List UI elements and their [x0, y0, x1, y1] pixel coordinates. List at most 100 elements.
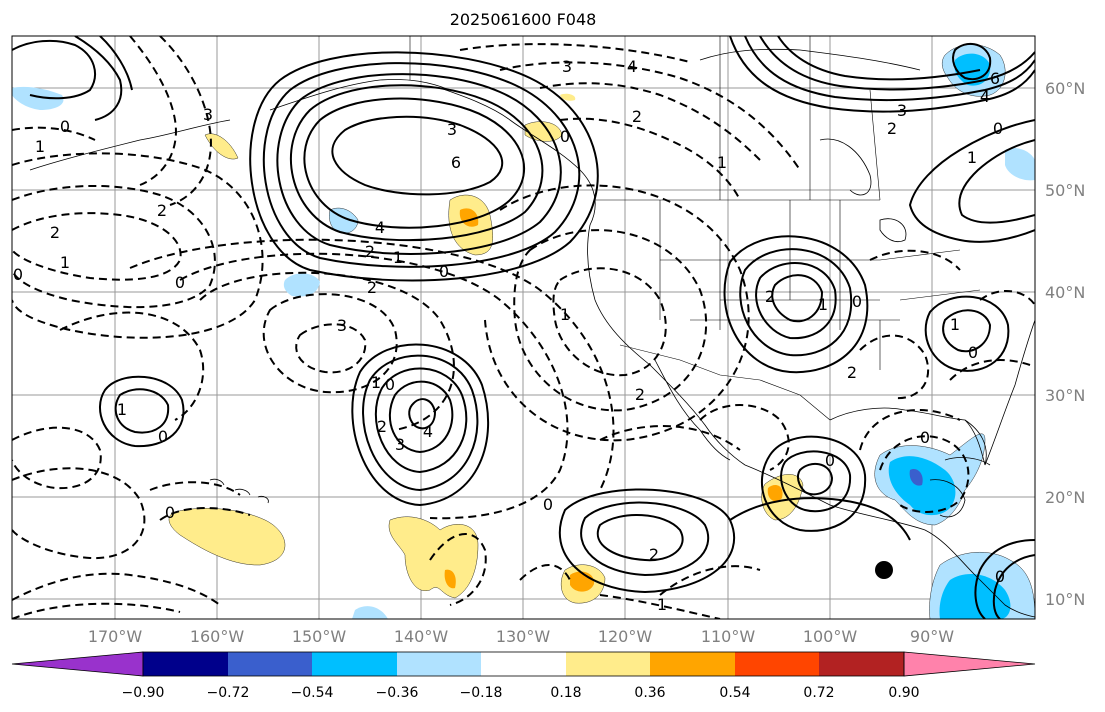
shade-south-neg	[352, 606, 388, 619]
dash-big-3	[59, 311, 205, 421]
lat-label: 40°N	[1045, 283, 1085, 302]
contour-label: 2	[377, 417, 387, 436]
lat-label: 10°N	[1045, 590, 1085, 609]
colorbar-label: 0.36	[634, 685, 665, 701]
contour-low-2	[374, 367, 468, 474]
contour-label: 4	[980, 87, 990, 106]
contour-label: 4	[423, 422, 433, 441]
dash-south-2	[12, 602, 181, 619]
contour-main-high-4	[303, 97, 526, 229]
contour-label: 0	[158, 427, 168, 446]
dash-e-3	[979, 289, 1035, 306]
contour-ne-arc-2	[744, 36, 1035, 102]
colorbar-bin	[481, 652, 566, 676]
contour-main-high-1	[262, 62, 581, 268]
political-borders	[409, 36, 981, 421]
contour-label: 0	[993, 119, 1003, 138]
dash-pac-4	[149, 481, 241, 496]
contour-label: 0	[175, 273, 185, 292]
lon-label: 90°W	[910, 627, 954, 646]
contour-label: 0	[439, 262, 449, 281]
contour-low-3	[388, 380, 454, 454]
hudson-bay	[819, 138, 872, 196]
colorbar-label: 0.54	[719, 685, 750, 701]
contour-label: 4	[627, 57, 637, 76]
cuba	[944, 457, 991, 466]
lon-label: 120°W	[598, 627, 653, 646]
dash-sw-4	[659, 565, 761, 596]
mexico-coast	[744, 464, 976, 576]
colorbar-bin	[566, 652, 650, 676]
lon-label: 170°W	[88, 627, 143, 646]
dash-us-w-1	[552, 267, 667, 377]
contour-label: 3	[447, 120, 457, 139]
colorbar-label: 0.72	[803, 685, 834, 701]
contour-label: 1	[117, 400, 127, 419]
contour-label: 4	[375, 218, 385, 237]
colorbar-bin	[650, 652, 735, 676]
contour-label: 3	[897, 101, 907, 120]
dash-n-1	[539, 82, 761, 161]
contour-w-low-0	[99, 375, 185, 448]
baja-peninsula	[654, 359, 731, 461]
state-lines-3	[879, 249, 981, 370]
colorbar-label: −0.90	[122, 685, 165, 701]
contour-main-high-6	[331, 115, 504, 196]
contour-ne-right-2	[958, 139, 1035, 224]
shade-north-positive	[560, 93, 576, 101]
contour-us-m	[723, 235, 869, 374]
contour-label: 0	[825, 451, 835, 470]
dash-n-4	[559, 117, 741, 201]
longitude-labels: 170°W 160°W 150°W 140°W 130°W 120°W 110°…	[88, 627, 954, 646]
contour-label: 0	[165, 503, 175, 522]
dash-gulf-1	[859, 409, 961, 451]
contour-us-2	[771, 274, 824, 323]
contour-label: 1	[393, 248, 403, 267]
lon-label: 130°W	[496, 627, 551, 646]
colorbar-bin	[397, 652, 481, 676]
gulf-coast	[829, 407, 987, 466]
dash-mid-3	[295, 323, 367, 374]
contour-mex-1	[780, 450, 852, 513]
colorbar-label: −0.18	[460, 685, 503, 701]
na-west-coast	[439, 87, 746, 466]
colorbar: −0.90 −0.72 −0.54 −0.36 −0.18 0.18 0.36 …	[11, 651, 1036, 701]
state-lines-2	[660, 259, 900, 321]
contour-w-low-1	[114, 388, 170, 434]
contour-label: 0	[920, 428, 930, 447]
contour-carib-2	[992, 554, 1035, 619]
colorbar-label: −0.36	[376, 685, 419, 701]
contour-label: 2	[367, 278, 377, 297]
contour-ne-arc-3	[759, 36, 1035, 91]
dash-hi-0	[159, 507, 251, 521]
contour-label: 2	[50, 223, 60, 242]
dash-big-2	[129, 238, 615, 491]
dash-far-e	[949, 359, 1031, 381]
shade-pac-neg-2	[283, 273, 320, 297]
contour-sw-0	[558, 488, 736, 594]
lon-label: 150°W	[292, 627, 347, 646]
contour-label: 0	[385, 375, 395, 394]
contour-nw-3	[99, 36, 133, 91]
dash-e-2	[859, 334, 930, 400]
shade-baja-orange	[767, 485, 783, 502]
colorbar-min-extend	[11, 651, 144, 677]
contour-label: 1	[657, 595, 667, 614]
lat-label: 60°N	[1045, 79, 1085, 98]
dash-mex-2	[599, 425, 741, 451]
contour-label: 2	[887, 119, 897, 138]
dash-pac-3	[12, 467, 146, 560]
contour-nw-1	[12, 39, 96, 100]
shade-ne-neg-2	[1005, 148, 1035, 181]
colorbar-bin	[312, 652, 397, 676]
solid-contours	[12, 36, 1035, 619]
colorbar-bin	[819, 652, 904, 676]
contour-label: 2	[649, 545, 659, 564]
contour-label: 1	[60, 253, 70, 272]
contour-label: 2	[847, 363, 857, 382]
canada-arctic	[699, 48, 921, 71]
contour-low-0	[351, 343, 490, 507]
dash-n-3	[459, 43, 691, 63]
colorbar-bin	[143, 652, 228, 676]
